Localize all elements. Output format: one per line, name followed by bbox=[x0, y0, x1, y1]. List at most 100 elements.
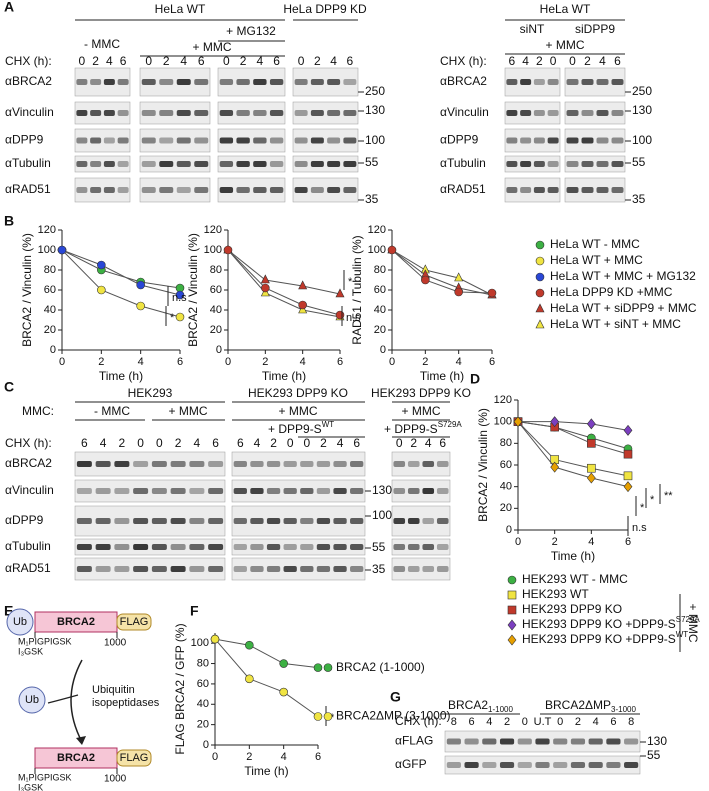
text: + DPP9-S bbox=[384, 422, 438, 436]
panel-letter: F bbox=[190, 603, 199, 619]
band bbox=[566, 161, 579, 167]
series-line bbox=[214, 638, 319, 717]
row-label: αBRCA2 bbox=[5, 74, 52, 88]
band bbox=[624, 762, 639, 768]
band bbox=[236, 161, 250, 167]
band bbox=[176, 137, 191, 144]
band bbox=[236, 187, 250, 193]
band bbox=[141, 187, 156, 193]
mw-marker: 35 bbox=[372, 562, 386, 576]
band bbox=[189, 566, 205, 572]
x-tick-label: 2 bbox=[552, 536, 558, 548]
marker bbox=[323, 712, 333, 721]
blot bbox=[74, 128, 131, 153]
band bbox=[253, 161, 267, 167]
band bbox=[117, 161, 129, 167]
band bbox=[350, 518, 364, 524]
y-tick-label: 20 bbox=[500, 502, 512, 514]
band bbox=[499, 738, 515, 745]
lane-label: 0 bbox=[303, 436, 310, 450]
y-tick-label: 20 bbox=[210, 324, 222, 336]
panel-letter: G bbox=[390, 689, 401, 705]
lane-label: 4 bbox=[180, 54, 187, 68]
legend-label: HeLa WT + siNT + MMC bbox=[550, 317, 681, 331]
band bbox=[250, 461, 264, 467]
band bbox=[436, 488, 449, 494]
band bbox=[407, 461, 420, 467]
band bbox=[316, 544, 331, 550]
y-tick-label: 40 bbox=[44, 304, 56, 316]
band bbox=[343, 137, 357, 144]
band bbox=[103, 187, 115, 193]
annotation: * bbox=[640, 502, 645, 514]
y-tick-label: 120 bbox=[204, 224, 222, 236]
band bbox=[90, 161, 102, 167]
band bbox=[570, 762, 586, 768]
label: Ub bbox=[13, 616, 27, 628]
chx-label: CHX (h): bbox=[440, 54, 487, 68]
band bbox=[170, 544, 186, 550]
legend-label: HEK293 DPP9 KO bbox=[522, 602, 622, 616]
row-label: αBRCA2 bbox=[5, 456, 52, 470]
blot bbox=[564, 155, 626, 173]
lane-label: 6 bbox=[198, 54, 205, 68]
text: + DPP9-S bbox=[268, 422, 322, 436]
band bbox=[176, 187, 191, 193]
band bbox=[535, 738, 550, 745]
band bbox=[520, 161, 532, 167]
band bbox=[133, 518, 149, 524]
label: FLAG bbox=[120, 752, 149, 764]
band bbox=[611, 187, 624, 193]
blot bbox=[74, 155, 131, 173]
lane-label: 0 bbox=[137, 436, 144, 450]
row-label: αVinculin bbox=[440, 105, 489, 119]
marker bbox=[298, 300, 307, 310]
x-tick-label: 2 bbox=[422, 356, 428, 368]
legend-label: HeLa WT - MMC bbox=[550, 237, 640, 251]
band bbox=[114, 566, 130, 572]
marker bbox=[507, 590, 517, 600]
band bbox=[464, 738, 479, 745]
blot bbox=[292, 101, 359, 125]
band bbox=[95, 518, 111, 524]
label: 1000 bbox=[104, 638, 127, 649]
tag-box bbox=[116, 749, 152, 767]
band bbox=[407, 488, 420, 494]
band bbox=[219, 110, 234, 116]
y-tick-label: 40 bbox=[197, 698, 209, 710]
ub-circle bbox=[18, 686, 46, 714]
y-tick-label: 80 bbox=[500, 437, 512, 449]
blot bbox=[74, 479, 226, 503]
band bbox=[294, 187, 308, 193]
band bbox=[159, 187, 174, 193]
series-line bbox=[61, 249, 181, 318]
band bbox=[117, 110, 129, 116]
y-tick-label: 60 bbox=[500, 459, 512, 471]
band bbox=[533, 187, 545, 193]
band bbox=[133, 461, 149, 467]
mw-marker: 130 bbox=[647, 734, 667, 748]
band bbox=[327, 137, 341, 144]
marker bbox=[245, 674, 254, 684]
x-axis-label: Time (h) bbox=[99, 369, 143, 383]
x-axis-label: Time (h) bbox=[420, 369, 464, 383]
marker bbox=[261, 283, 270, 293]
y-axis-label: FLAG BRCA2 / GFP (%) bbox=[173, 623, 187, 754]
band bbox=[103, 161, 115, 167]
marker bbox=[535, 256, 545, 266]
lane-label: 4 bbox=[100, 436, 107, 450]
lane-label: 2 bbox=[575, 716, 581, 728]
marker bbox=[586, 418, 596, 430]
lane-label: 2 bbox=[320, 436, 327, 450]
band bbox=[250, 518, 264, 524]
blot bbox=[564, 101, 626, 125]
band bbox=[533, 110, 545, 116]
band bbox=[253, 79, 267, 85]
band bbox=[606, 738, 621, 745]
band bbox=[151, 544, 167, 550]
y-tick-label: 80 bbox=[197, 657, 209, 669]
label: BRCA2 bbox=[57, 616, 95, 628]
band bbox=[159, 110, 174, 116]
label: - MMC bbox=[94, 404, 130, 418]
